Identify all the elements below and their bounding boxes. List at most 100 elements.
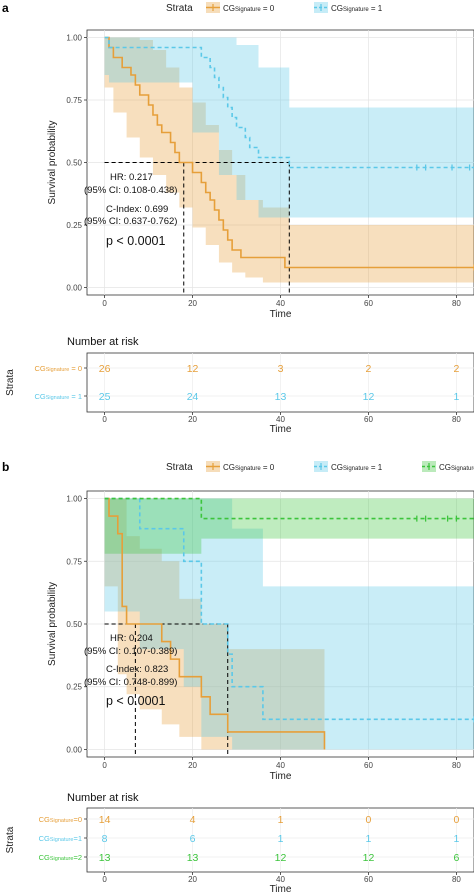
panel-b: b Strata CGSignature = 0 CGSignature = 1 CGS…	[2, 460, 474, 893]
risk-count: 2	[453, 363, 459, 375]
survival-curve	[104, 497, 474, 520]
y-tick-label: 0.75	[66, 96, 82, 105]
hr-ci-text: (95% CI: 0.107-0.389)	[84, 646, 177, 657]
risk-count: 1	[453, 391, 459, 403]
p-value-text: p < 0.0001	[106, 234, 165, 248]
risk-x-tick-label: 20	[188, 875, 197, 884]
km-plot: 0.00 0.25 0.50 0.75 1.00 0 20 40 60 80 Time Surviva…	[47, 490, 474, 782]
p-value-text: p < 0.0001	[106, 694, 165, 708]
risk-x-tick-label: 40	[276, 875, 285, 884]
y-tick-label: 0.25	[66, 683, 82, 692]
risk-count: 13	[275, 391, 287, 403]
cindex-text: C-Index: 0.823	[106, 664, 168, 675]
risk-x-tick-label: 80	[452, 875, 461, 884]
risk-count: 8	[102, 833, 108, 845]
y-tick-label: 0.50	[66, 159, 82, 168]
risk-count: 25	[99, 391, 111, 403]
legend-entry: CGSignature = 0	[206, 2, 275, 13]
risk-count: 1	[278, 833, 284, 845]
survival-curve	[104, 497, 326, 750]
risk-count: 26	[99, 363, 111, 375]
legend-entry: CGSignature = 1	[314, 461, 383, 472]
risk-count: 1	[453, 833, 459, 845]
legend-label: CGSignature = 1	[331, 4, 383, 13]
cindex-ci-text: (95% CI: 0.748-0.899)	[84, 677, 177, 688]
risk-row-label: CGSignature = 1	[34, 392, 82, 401]
risk-row-label: CGSignature=1	[39, 834, 82, 843]
survival-curve	[104, 36, 474, 269]
legend: Strata CGSignature = 0 CGSignature = 1	[166, 2, 383, 14]
ci-band	[104, 37, 474, 218]
cindex-ci-text: (95% CI: 0.637-0.762)	[84, 216, 177, 227]
risk-count: 1	[278, 814, 284, 826]
risk-count: 12	[275, 852, 287, 864]
ci-band	[104, 37, 474, 283]
risk-row-label: CGSignature=2	[39, 853, 82, 862]
risk-x-axis-title: Time	[270, 424, 292, 435]
x-tick-label: 0	[102, 299, 107, 308]
panel-a: a Strata CGSignature = 0 CGSignature = 1 0.0…	[2, 1, 474, 435]
y-axis-title: Survival probability	[47, 121, 58, 205]
y-tick-label: 1.00	[66, 34, 82, 43]
panel-letter: a	[2, 1, 9, 15]
risk-count: 12	[363, 391, 375, 403]
risk-count: 13	[99, 852, 111, 864]
risk-x-tick-label: 60	[364, 415, 373, 424]
risk-count: 14	[99, 814, 111, 826]
legend-label: CGSignature = 2	[439, 463, 474, 472]
y-tick-label: 1.00	[66, 495, 82, 504]
risk-count: 24	[187, 391, 199, 403]
risk-table: Number at risk CGSignature = 0 26 12 3 2 2 CGSi…	[5, 336, 474, 435]
km-plot: 0.00 0.25 0.50 0.75 1.00 0 20 40 60 80 Time Surviva…	[47, 29, 474, 320]
legend-label: CGSignature = 1	[331, 463, 383, 472]
y-tick-label: 0.00	[66, 745, 82, 754]
y-tick-label: 0.00	[66, 284, 82, 293]
risk-count: 12	[363, 852, 375, 864]
x-tick-label: 80	[452, 299, 461, 308]
hr-text: HR: 0.204	[110, 633, 153, 644]
ci-band	[104, 498, 474, 554]
risk-x-tick-label: 20	[188, 415, 197, 424]
risk-x-tick-label: 40	[276, 415, 285, 424]
stats-annotation: HR: 0.204 (95% CI: 0.107-0.389) C-Index: 0…	[84, 633, 177, 708]
x-tick-label: 80	[452, 761, 461, 770]
panel-letter: b	[2, 460, 9, 474]
risk-y-axis-title: Strata	[5, 369, 16, 396]
risk-count: 0	[453, 814, 459, 826]
y-tick-label: 0.50	[66, 620, 82, 629]
legend-label: CGSignature = 0	[223, 4, 275, 13]
risk-count: 13	[187, 852, 199, 864]
risk-count: 6	[190, 833, 196, 845]
x-tick-label: 20	[188, 761, 197, 770]
x-tick-label: 60	[364, 299, 373, 308]
legend-entry: CGSignature = 2	[422, 461, 474, 472]
legend-entry: CGSignature = 1	[314, 2, 383, 13]
risk-x-tick-label: 0	[102, 875, 107, 884]
risk-x-axis-title: Time	[270, 884, 292, 893]
x-tick-label: 0	[102, 761, 107, 770]
y-tick-label: 0.25	[66, 221, 82, 230]
x-axis-title: Time	[270, 309, 292, 320]
risk-y-axis-title: Strata	[5, 826, 16, 853]
legend-label: CGSignature = 0	[223, 463, 275, 472]
hr-text: HR: 0.217	[110, 172, 153, 183]
survival-curve	[104, 36, 474, 169]
y-tick-label: 0.75	[66, 557, 82, 566]
x-tick-label: 60	[364, 761, 373, 770]
risk-count: 0	[366, 814, 372, 826]
y-axis-title: Survival probability	[47, 582, 58, 666]
ci-band	[104, 498, 325, 750]
x-tick-label: 20	[188, 299, 197, 308]
risk-table-title: Number at risk	[67, 792, 139, 804]
risk-table: Number at risk CGSignature=0 14 4 1 0 0 CGSigna…	[5, 792, 474, 893]
legend-title: Strata	[166, 3, 193, 14]
risk-x-tick-label: 60	[364, 875, 373, 884]
legend-title: Strata	[166, 462, 193, 473]
risk-count: 6	[453, 852, 459, 864]
x-axis-title: Time	[270, 771, 292, 782]
x-tick-label: 40	[276, 299, 285, 308]
risk-x-tick-label: 0	[102, 415, 107, 424]
x-tick-label: 40	[276, 761, 285, 770]
risk-table-title: Number at risk	[67, 336, 139, 348]
